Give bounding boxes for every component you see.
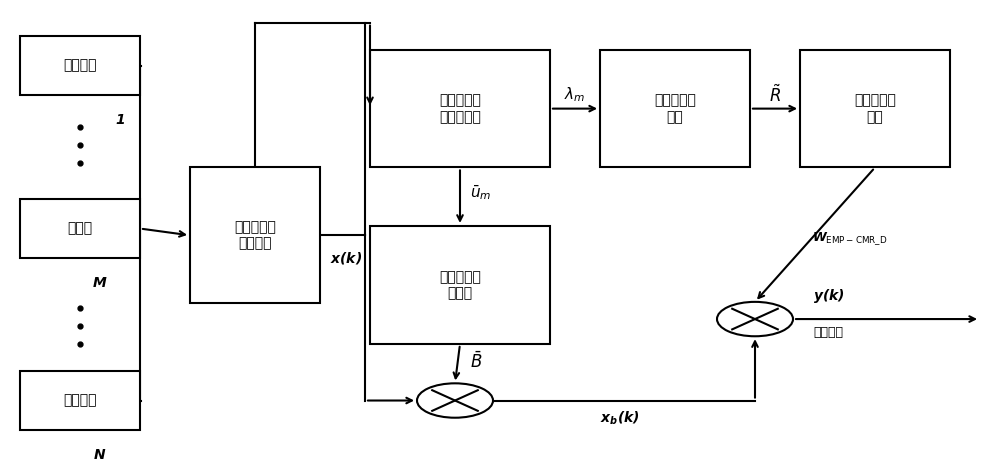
FancyBboxPatch shape [190, 168, 320, 303]
Circle shape [417, 383, 493, 418]
Text: $\tilde{R}$: $\tilde{R}$ [769, 84, 781, 106]
Circle shape [717, 302, 793, 336]
Text: $\bfit{x}_b(k)$: $\bfit{x}_b(k)$ [600, 410, 640, 427]
Text: $\bfit{N}$: $\bfit{N}$ [93, 448, 107, 462]
FancyBboxPatch shape [20, 199, 140, 258]
FancyBboxPatch shape [600, 50, 750, 168]
Text: $\bfit{M}$: $\bfit{M}$ [92, 276, 108, 290]
FancyBboxPatch shape [20, 36, 140, 95]
Text: 特征值分解
及相关计算: 特征值分解 及相关计算 [439, 94, 481, 124]
FancyBboxPatch shape [800, 50, 950, 168]
Text: 求自适应权
矢量: 求自适应权 矢量 [854, 94, 896, 124]
Text: $\bfit{y}(k)$: $\bfit{y}(k)$ [813, 288, 845, 306]
Text: 分布式雷达
控制中心: 分布式雷达 控制中心 [234, 220, 276, 250]
Text: 输出信号: 输出信号 [813, 326, 843, 339]
Text: 辅助雷达: 辅助雷达 [63, 59, 97, 73]
FancyBboxPatch shape [370, 226, 550, 344]
Text: $\lambda_m$: $\lambda_m$ [564, 86, 586, 104]
Text: 1: 1 [115, 113, 125, 127]
FancyBboxPatch shape [370, 50, 550, 168]
Text: $\bar{B}$: $\bar{B}$ [470, 352, 482, 372]
FancyBboxPatch shape [20, 371, 140, 430]
Text: 辅助雷达: 辅助雷达 [63, 394, 97, 407]
Text: 协方差矩阵
重构: 协方差矩阵 重构 [654, 94, 696, 124]
Text: 主雷达: 主雷达 [67, 221, 93, 236]
Text: $\bfit{W}_{\mathrm{EMP-CMR\_D}}$: $\bfit{W}_{\mathrm{EMP-CMR\_D}}$ [812, 231, 888, 247]
Text: $\bar{u}_m$: $\bar{u}_m$ [470, 183, 491, 202]
Text: 构造特征投
影矩阵: 构造特征投 影矩阵 [439, 270, 481, 300]
Text: $\bfit{x}(k)$: $\bfit{x}(k)$ [330, 250, 362, 266]
